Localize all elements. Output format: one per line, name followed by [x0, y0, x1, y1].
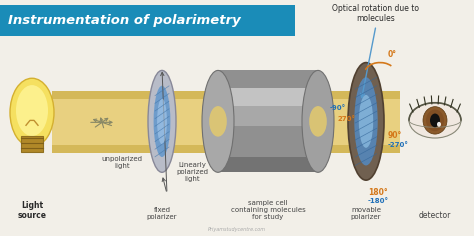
FancyBboxPatch shape: [0, 5, 295, 36]
FancyBboxPatch shape: [218, 106, 318, 126]
FancyBboxPatch shape: [21, 136, 43, 152]
Text: Priyamstudycentre.com: Priyamstudycentre.com: [208, 227, 266, 232]
Ellipse shape: [354, 77, 378, 165]
Text: 270°: 270°: [338, 116, 356, 122]
Text: movable
polarizer: movable polarizer: [351, 207, 381, 220]
Ellipse shape: [154, 86, 170, 157]
Ellipse shape: [202, 70, 234, 172]
Text: Light
source: Light source: [18, 201, 46, 220]
Text: -270°: -270°: [388, 142, 409, 148]
Ellipse shape: [426, 110, 444, 131]
Text: 90°: 90°: [388, 131, 402, 139]
Text: -90°: -90°: [330, 105, 346, 111]
Ellipse shape: [309, 106, 327, 137]
Text: Linearly
polarized
light: Linearly polarized light: [176, 162, 208, 182]
Ellipse shape: [209, 106, 227, 137]
Text: detector: detector: [419, 211, 451, 220]
FancyBboxPatch shape: [218, 157, 318, 172]
FancyBboxPatch shape: [52, 91, 400, 99]
Ellipse shape: [148, 70, 176, 172]
Ellipse shape: [157, 98, 167, 144]
Ellipse shape: [302, 70, 334, 172]
Ellipse shape: [10, 78, 54, 147]
Text: fixed
polarizer: fixed polarizer: [147, 207, 177, 220]
FancyBboxPatch shape: [52, 91, 400, 153]
Text: 180°: 180°: [368, 188, 388, 197]
Ellipse shape: [348, 63, 384, 180]
FancyBboxPatch shape: [218, 70, 318, 172]
Text: Optical rotation due to
molecules: Optical rotation due to molecules: [332, 4, 419, 23]
Text: Instrumentation of polarimetry: Instrumentation of polarimetry: [8, 14, 241, 27]
Ellipse shape: [423, 107, 447, 134]
Text: -180°: -180°: [368, 198, 389, 204]
Text: unpolarized
light: unpolarized light: [101, 156, 143, 169]
Text: sample cell
containing molecules
for study: sample cell containing molecules for stu…: [231, 200, 305, 220]
Text: 0°: 0°: [388, 50, 397, 59]
Ellipse shape: [437, 122, 441, 127]
Ellipse shape: [16, 85, 48, 136]
FancyBboxPatch shape: [52, 145, 400, 153]
Ellipse shape: [430, 114, 440, 127]
FancyBboxPatch shape: [218, 88, 318, 106]
Ellipse shape: [359, 95, 373, 148]
Ellipse shape: [409, 103, 461, 138]
